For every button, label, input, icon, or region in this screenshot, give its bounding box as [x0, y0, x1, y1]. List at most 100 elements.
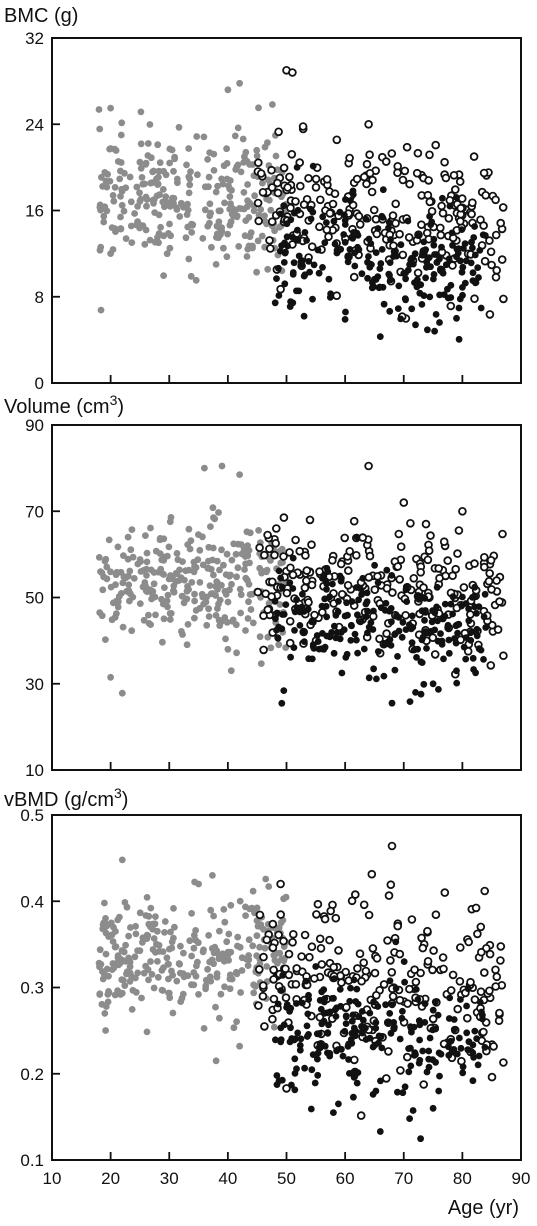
vbmd-point-open: [403, 999, 412, 1008]
vbmd-point-gray-filled: [245, 952, 253, 959]
bmc-point-gray-filled: [143, 202, 150, 210]
bmc-point-black-filled: [394, 305, 402, 312]
vbmd-point-black-filled: [394, 1088, 401, 1096]
bmc-point-black-filled: [281, 280, 289, 288]
vbmd-point-open: [342, 1002, 351, 1012]
volume-point-gray-filled: [265, 600, 273, 607]
volume-point-gray-filled: [205, 605, 213, 613]
volume-point-gray-filled: [99, 586, 107, 594]
vbmd-point-open: [292, 964, 302, 973]
bmc-point-gray-filled: [241, 232, 249, 240]
vbmd-point-gray-filled: [224, 948, 232, 956]
vbmd-point-gray-filled: [109, 938, 117, 945]
bmc-point-open: [444, 214, 454, 223]
bmc-point-open: [298, 122, 308, 131]
vbmd-point-gray-filled: [212, 1003, 219, 1011]
volume-point-black-filled: [353, 533, 361, 541]
vbmd-point-gray-filled: [107, 919, 115, 927]
bmc-point-gray-filled: [183, 161, 190, 169]
bmc-point-open: [398, 175, 408, 185]
volume-point-gray-filled: [188, 579, 196, 586]
bmc-point-open: [369, 205, 379, 215]
vbmd-point-black-filled: [273, 1072, 281, 1079]
bmc-point-open: [332, 135, 342, 145]
vbmd-point-gray-filled: [230, 1024, 238, 1032]
bmc-point-black-filled: [404, 266, 412, 274]
bmc-point-gray-filled: [251, 192, 258, 200]
bmc-point-black-filled: [301, 229, 309, 236]
volume-point-gray-filled: [227, 667, 235, 675]
vbmd-xtick-label: 90: [512, 1169, 531, 1188]
bmc-point-gray-filled: [205, 173, 213, 181]
vbmd-point-open: [384, 1047, 393, 1056]
vbmd-point-black-filled: [396, 1035, 404, 1043]
bmc-point-open: [481, 191, 491, 200]
bmc-point-gray-filled: [220, 244, 227, 252]
volume-point-gray-filled: [233, 573, 241, 581]
vbmd-point-gray-filled: [252, 983, 259, 990]
volume-point-gray-filled: [216, 622, 224, 629]
volume-point-black-filled: [380, 672, 388, 680]
vbmd-point-gray-filled: [242, 912, 250, 919]
vbmd-point-gray-filled: [108, 931, 116, 939]
bmc-point-black-filled: [372, 249, 380, 256]
bmc-point-open: [441, 173, 451, 183]
vbmd-point-black-filled: [279, 971, 287, 979]
volume-point-open: [315, 567, 324, 576]
vbmd-point-gray-filled: [140, 969, 148, 977]
bmc-point-gray-filled: [208, 243, 215, 251]
vbmd-point-open: [396, 1066, 405, 1075]
vbmd-point-gray-filled: [122, 941, 129, 949]
volume-point-open: [435, 573, 444, 583]
volume-point-open: [328, 555, 337, 565]
volume-point-gray-filled: [247, 606, 255, 613]
vbmd-point-open: [305, 952, 314, 962]
bmc-point-open: [437, 201, 446, 211]
bmc-point-black-filled: [337, 245, 345, 253]
vbmd-point-black-filled: [416, 1056, 424, 1064]
bmc-point-black-filled: [438, 243, 445, 251]
bmc-point-gray-filled: [96, 125, 104, 133]
bmc-point-open: [479, 221, 488, 230]
volume-point-black-filled: [362, 600, 370, 608]
vbmd-point-gray-filled: [142, 962, 150, 970]
volume-point-black-filled: [347, 637, 355, 644]
vbmd-point-gray-filled: [125, 932, 132, 940]
volume-point-gray-filled: [129, 593, 137, 601]
bmc-point-black-filled: [376, 283, 384, 291]
vbmd-xtick-label: 80: [453, 1169, 472, 1188]
volume-point-gray-filled: [164, 552, 171, 560]
volume-point-open: [279, 513, 289, 522]
vbmd-point-gray-filled: [215, 951, 223, 958]
bmc-point-gray-filled: [255, 211, 263, 219]
volume-point-gray-filled: [119, 623, 127, 631]
volume-point-black-filled: [388, 699, 396, 707]
bmc-ytick-label: 8: [35, 288, 44, 307]
volume-point-gray-filled: [147, 524, 154, 532]
bmc-point-gray-filled: [134, 218, 142, 226]
volume-point-open: [373, 572, 382, 581]
vbmd-point-open: [395, 995, 405, 1005]
vbmd-point-black-filled: [331, 975, 338, 983]
bmc-point-black-filled: [364, 274, 371, 282]
bmc-point-gray-filled: [166, 244, 174, 252]
volume-point-black-filled: [363, 589, 371, 597]
bmc-point-gray-filled: [118, 187, 126, 195]
vbmd-point-gray-filled: [244, 962, 252, 969]
vbmd-point-gray-filled: [116, 913, 123, 921]
volume-point-gray-filled: [223, 550, 231, 558]
volume-point-gray-filled: [246, 559, 253, 567]
volume-point-black-filled: [465, 605, 472, 613]
vbmd-point-gray-filled: [177, 942, 184, 950]
vbmd-point-black-filled: [408, 1028, 415, 1036]
vbmd-point-open: [325, 935, 334, 945]
bmc-point-open: [311, 183, 321, 192]
vbmd-point-black-filled: [464, 985, 472, 993]
volume-point-open: [336, 559, 346, 569]
volume-point-gray-filled: [102, 636, 109, 643]
bmc-point-gray-filled: [244, 181, 252, 188]
volume-point-black-filled: [440, 655, 447, 663]
volume-point-black-filled: [467, 637, 475, 644]
vbmd-point-open: [364, 910, 374, 920]
